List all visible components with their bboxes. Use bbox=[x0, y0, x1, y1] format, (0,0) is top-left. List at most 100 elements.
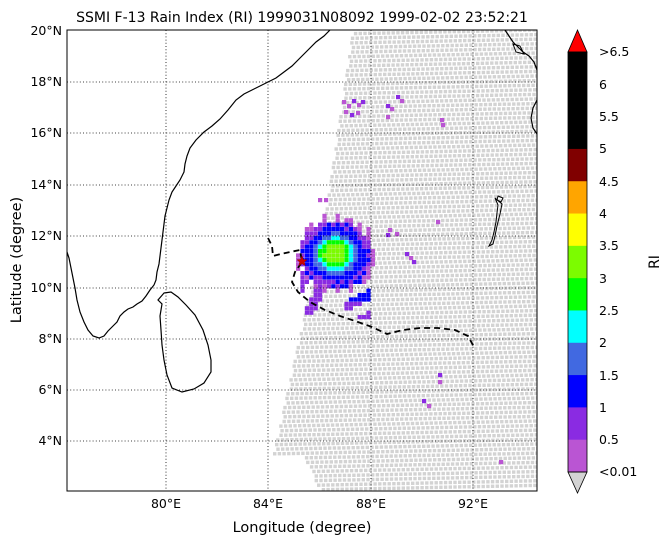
rain-pixel bbox=[357, 231, 362, 236]
swath-pixel bbox=[515, 129, 519, 134]
swath-pixel bbox=[370, 77, 374, 81]
swath-pixel bbox=[505, 309, 510, 313]
swath-pixel bbox=[409, 113, 414, 117]
swath-pixel bbox=[458, 181, 462, 185]
swath-pixel bbox=[520, 277, 524, 281]
swath-pixel bbox=[435, 126, 440, 131]
swath-pixel bbox=[469, 140, 473, 144]
swath-pixel bbox=[423, 292, 427, 297]
swath-pixel bbox=[437, 228, 441, 232]
swath-pixel bbox=[412, 435, 416, 439]
swath-pixel bbox=[357, 399, 361, 404]
swath-pixel bbox=[420, 39, 425, 44]
swath-pixel bbox=[382, 482, 387, 486]
swath-pixel bbox=[418, 463, 422, 467]
swath-pixel bbox=[359, 59, 363, 63]
swath-pixel bbox=[407, 270, 411, 274]
swath-pixel bbox=[501, 47, 505, 51]
swath-pixel bbox=[399, 54, 404, 58]
swath-pixel bbox=[361, 110, 365, 114]
swath-pixel bbox=[535, 451, 537, 455]
swath-pixel bbox=[403, 463, 408, 467]
swath-pixel bbox=[525, 391, 529, 396]
swath-pixel bbox=[364, 100, 369, 105]
swath-pixel bbox=[439, 214, 443, 218]
swath-pixel bbox=[526, 198, 530, 203]
swath-pixel bbox=[534, 423, 537, 428]
swath-pixel bbox=[347, 473, 351, 478]
swath-pixel bbox=[429, 485, 434, 490]
swath-pixel bbox=[353, 114, 357, 119]
swath-pixel bbox=[369, 312, 373, 316]
swath-pixel bbox=[540, 74, 543, 77]
swath-pixel bbox=[500, 438, 504, 442]
swath-pixel bbox=[355, 50, 360, 54]
swath-pixel bbox=[430, 39, 434, 43]
swath-pixel bbox=[393, 279, 397, 283]
swath-pixel bbox=[450, 200, 455, 204]
swath-pixel bbox=[438, 412, 442, 416]
swath-pixel bbox=[497, 231, 501, 235]
swath-pixel bbox=[460, 333, 465, 337]
swath-pixel bbox=[412, 108, 417, 113]
swath-pixel bbox=[384, 192, 388, 196]
swath-pixel bbox=[449, 310, 453, 314]
swath-pixel bbox=[516, 217, 520, 221]
swath-pixel bbox=[378, 59, 382, 63]
swath-pixel bbox=[427, 283, 431, 287]
swath-pixel bbox=[427, 389, 431, 393]
swath-pixel bbox=[458, 259, 462, 264]
swath-pixel bbox=[314, 400, 319, 405]
swath-pixel bbox=[454, 66, 458, 71]
swath-pixel bbox=[377, 362, 381, 367]
swath-pixel bbox=[485, 61, 489, 65]
swath-pixel bbox=[364, 431, 368, 436]
swath-pixel bbox=[351, 142, 355, 146]
swath-pixel bbox=[324, 478, 328, 483]
swath-pixel bbox=[318, 331, 322, 335]
swath-pixel bbox=[526, 281, 530, 285]
swath-pixel bbox=[447, 30, 452, 34]
swath-pixel bbox=[432, 407, 436, 411]
swath-pixel bbox=[379, 279, 383, 284]
swath-pixel bbox=[487, 424, 491, 429]
swath-pixel bbox=[335, 358, 340, 363]
swath-pixel bbox=[420, 486, 424, 490]
swath-pixel bbox=[448, 71, 453, 75]
swath-pixel bbox=[511, 199, 516, 203]
swath-pixel bbox=[461, 255, 466, 259]
swath-pixel bbox=[411, 467, 415, 472]
swath-pixel bbox=[368, 155, 372, 160]
swath-pixel bbox=[452, 80, 456, 84]
swath-pixel bbox=[399, 348, 403, 352]
swath-pixel bbox=[402, 261, 406, 265]
swath-pixel bbox=[539, 267, 542, 270]
swath-pixel bbox=[364, 376, 368, 381]
swath-pixel bbox=[344, 206, 348, 211]
swath-pixel bbox=[392, 252, 396, 256]
swath-pixel bbox=[333, 400, 337, 404]
swath-pixel bbox=[498, 236, 503, 240]
swath-pixel bbox=[426, 76, 431, 80]
swath-pixel bbox=[444, 324, 448, 328]
swath-pixel bbox=[440, 191, 444, 195]
swath-pixel bbox=[359, 367, 363, 371]
swath-pixel bbox=[383, 35, 388, 40]
swath-pixel bbox=[338, 202, 342, 206]
swath-pixel bbox=[510, 148, 514, 152]
rain-pixel bbox=[340, 231, 345, 236]
swath-pixel bbox=[509, 304, 513, 309]
swath-pixel bbox=[336, 386, 341, 390]
swath-pixel bbox=[502, 42, 506, 47]
rain-pixel bbox=[344, 227, 349, 232]
swath-pixel bbox=[495, 70, 500, 74]
swath-pixel bbox=[516, 263, 520, 267]
swath-pixel bbox=[390, 408, 394, 412]
swath-pixel bbox=[403, 339, 407, 343]
swath-pixel bbox=[423, 177, 428, 182]
swath-pixel bbox=[442, 343, 446, 347]
swath-pixel bbox=[359, 41, 363, 45]
swath-pixel bbox=[391, 173, 395, 178]
swath-pixel bbox=[327, 428, 331, 432]
swath-pixel bbox=[400, 371, 405, 375]
